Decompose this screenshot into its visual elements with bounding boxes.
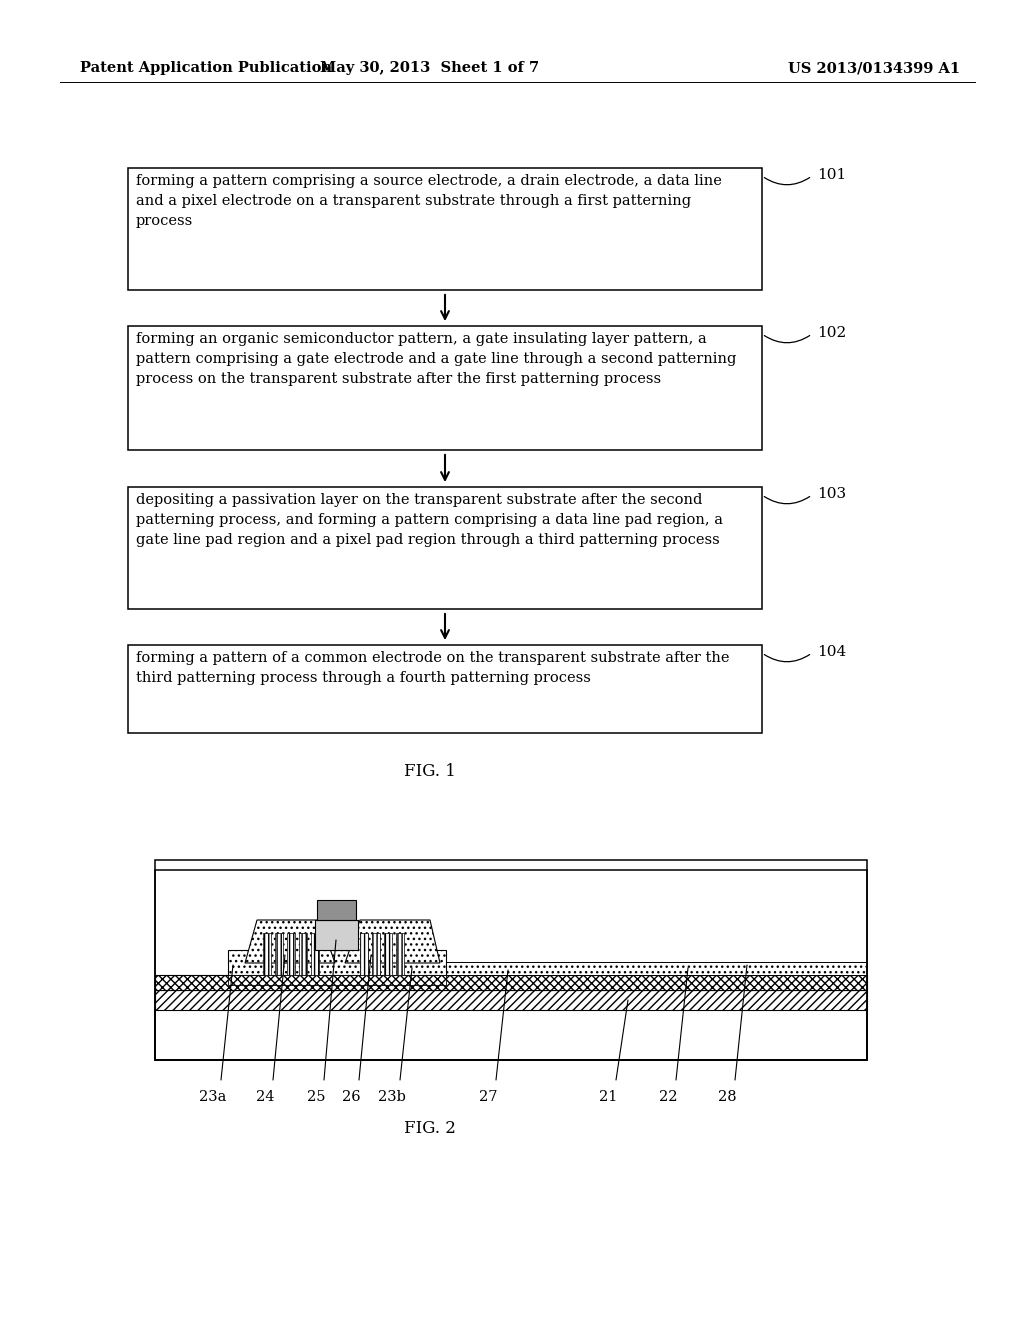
Text: 28: 28 — [718, 1090, 736, 1104]
Bar — [228, 975, 446, 985]
Bar — [128, 487, 762, 609]
Bar — [435, 962, 867, 975]
Bar — [155, 975, 867, 990]
Text: 23a: 23a — [200, 1090, 226, 1104]
Bar — [155, 870, 867, 1060]
Bar — [263, 933, 271, 975]
Bar — [228, 950, 446, 975]
Text: 23b: 23b — [378, 1090, 406, 1104]
Bar — [128, 168, 762, 290]
Text: 102: 102 — [817, 326, 846, 341]
Polygon shape — [245, 920, 335, 964]
Text: forming a pattern of a common electrode on the transparent substrate after the
t: forming a pattern of a common electrode … — [136, 651, 729, 685]
Bar — [317, 900, 356, 920]
Text: FIG. 1: FIG. 1 — [404, 763, 456, 780]
Text: forming a pattern comprising a source electrode, a drain electrode, a data line
: forming a pattern comprising a source el… — [136, 174, 722, 228]
Text: US 2013/0134399 A1: US 2013/0134399 A1 — [787, 61, 961, 75]
Bar — [384, 933, 392, 975]
Bar — [360, 933, 368, 975]
Bar — [287, 933, 295, 975]
Text: 104: 104 — [817, 645, 846, 659]
Bar — [128, 326, 762, 450]
Bar — [155, 990, 867, 1010]
Bar — [128, 645, 762, 733]
Polygon shape — [345, 920, 440, 964]
Text: 21: 21 — [599, 1090, 617, 1104]
Bar — [155, 1010, 867, 1060]
Text: 26: 26 — [342, 1090, 360, 1104]
Bar — [299, 933, 307, 975]
Text: Patent Application Publication: Patent Application Publication — [80, 61, 332, 75]
Text: 25: 25 — [307, 1090, 326, 1104]
Text: 103: 103 — [817, 487, 846, 502]
Bar — [396, 933, 404, 975]
Text: 27: 27 — [479, 1090, 498, 1104]
Text: May 30, 2013  Sheet 1 of 7: May 30, 2013 Sheet 1 of 7 — [321, 61, 540, 75]
Bar — [315, 920, 358, 950]
Text: 101: 101 — [817, 168, 846, 182]
Text: 24: 24 — [256, 1090, 274, 1104]
Bar — [155, 861, 867, 1060]
Text: 22: 22 — [658, 1090, 677, 1104]
Bar — [372, 933, 380, 975]
Bar — [275, 933, 283, 975]
Text: FIG. 2: FIG. 2 — [404, 1119, 456, 1137]
Bar — [311, 933, 319, 975]
Text: forming an organic semiconductor pattern, a gate insulating layer pattern, a
pat: forming an organic semiconductor pattern… — [136, 333, 736, 385]
Text: depositing a passivation layer on the transparent substrate after the second
pat: depositing a passivation layer on the tr… — [136, 492, 723, 546]
